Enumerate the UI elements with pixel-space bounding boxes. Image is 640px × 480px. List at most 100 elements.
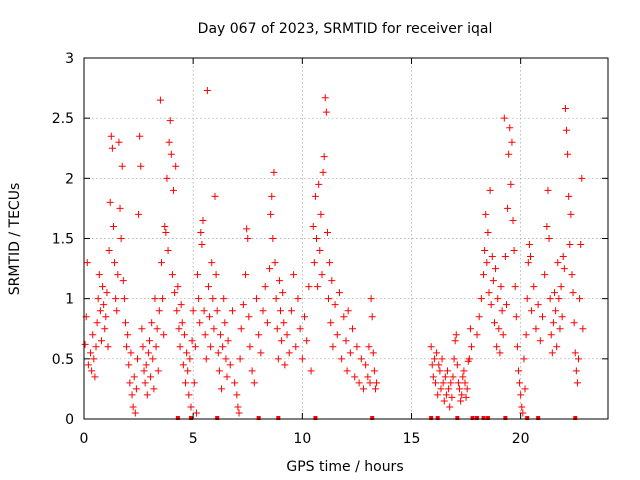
- data-point: [159, 295, 167, 303]
- data-point: [99, 283, 107, 291]
- data-point: [149, 355, 157, 363]
- data-point: [460, 367, 468, 375]
- data-point: [207, 343, 215, 351]
- data-point: [465, 355, 473, 363]
- data-point: [162, 228, 170, 236]
- data-point: [271, 259, 279, 267]
- data-point: [163, 174, 171, 182]
- data-point: [250, 379, 258, 387]
- data-point: [579, 325, 587, 333]
- data-point: [501, 253, 509, 261]
- zero-marker: [525, 416, 530, 420]
- data-point: [192, 409, 200, 417]
- data-point: [179, 361, 187, 369]
- data-point: [151, 295, 159, 303]
- data-point: [136, 132, 144, 140]
- data-point: [526, 253, 534, 261]
- data-point: [111, 259, 119, 267]
- data-point: [303, 337, 311, 345]
- data-point: [189, 307, 197, 315]
- data-point: [493, 343, 501, 351]
- data-point: [463, 385, 471, 393]
- data-point: [223, 373, 231, 381]
- data-point: [115, 138, 123, 146]
- data-point: [168, 271, 176, 279]
- data-point: [116, 204, 124, 212]
- data-point: [143, 391, 151, 399]
- data-point: [183, 349, 191, 357]
- data-point: [349, 325, 357, 333]
- data-point: [175, 325, 183, 333]
- data-point: [453, 361, 461, 369]
- data-point: [576, 295, 584, 303]
- data-point: [314, 283, 322, 291]
- zero-marker: [188, 416, 193, 420]
- data-point: [577, 241, 585, 249]
- data-point: [210, 325, 218, 333]
- data-point: [127, 349, 135, 357]
- data-point: [359, 385, 367, 393]
- data-point: [191, 343, 199, 351]
- data-point: [444, 367, 452, 375]
- data-point: [142, 361, 150, 369]
- data-point: [180, 331, 188, 339]
- data-point: [283, 331, 291, 339]
- zero-marker: [429, 416, 434, 420]
- y-tick-label: 2.5: [52, 111, 74, 127]
- data-point: [268, 192, 276, 200]
- data-point: [105, 247, 113, 255]
- data-point: [440, 397, 448, 405]
- data-point: [296, 325, 304, 333]
- data-point: [552, 307, 560, 315]
- data-point: [198, 241, 206, 249]
- data-point: [487, 301, 495, 309]
- data-point: [468, 343, 476, 351]
- data-point: [364, 373, 372, 381]
- data-point: [272, 295, 280, 303]
- data-point: [437, 385, 445, 393]
- data-point: [554, 259, 562, 267]
- data-point: [321, 94, 329, 102]
- data-point: [103, 289, 111, 297]
- data-point: [508, 138, 516, 146]
- data-point: [177, 301, 185, 309]
- data-point: [575, 355, 583, 363]
- data-point: [543, 222, 551, 230]
- data-point: [173, 307, 181, 315]
- data-point: [439, 379, 447, 387]
- data-point: [486, 186, 494, 194]
- y-tick-label: 2: [65, 171, 74, 187]
- data-point: [176, 343, 184, 351]
- data-point: [504, 204, 512, 212]
- data-point: [158, 259, 166, 267]
- data-point: [281, 361, 289, 369]
- data-point: [112, 295, 120, 303]
- data-point: [495, 325, 503, 333]
- data-point: [534, 301, 542, 309]
- data-point: [488, 253, 496, 261]
- data-point: [133, 355, 141, 363]
- data-point: [427, 343, 435, 351]
- data-point: [87, 349, 95, 357]
- zero-marker: [435, 416, 440, 420]
- data-point: [131, 409, 139, 417]
- data-point: [502, 301, 510, 309]
- data-point: [144, 349, 152, 357]
- data-point: [224, 337, 232, 345]
- data-point: [218, 385, 226, 393]
- data-point: [325, 295, 333, 303]
- data-point: [338, 355, 346, 363]
- data-point: [212, 271, 220, 279]
- data-point: [140, 367, 148, 375]
- data-point: [92, 343, 100, 351]
- data-point: [482, 210, 490, 218]
- data-point: [166, 117, 174, 125]
- data-point: [458, 391, 466, 399]
- data-point: [137, 162, 145, 170]
- data-point: [546, 295, 554, 303]
- zero-marker: [573, 416, 578, 420]
- data-point: [171, 289, 179, 297]
- data-point: [344, 307, 352, 315]
- data-point: [449, 373, 457, 381]
